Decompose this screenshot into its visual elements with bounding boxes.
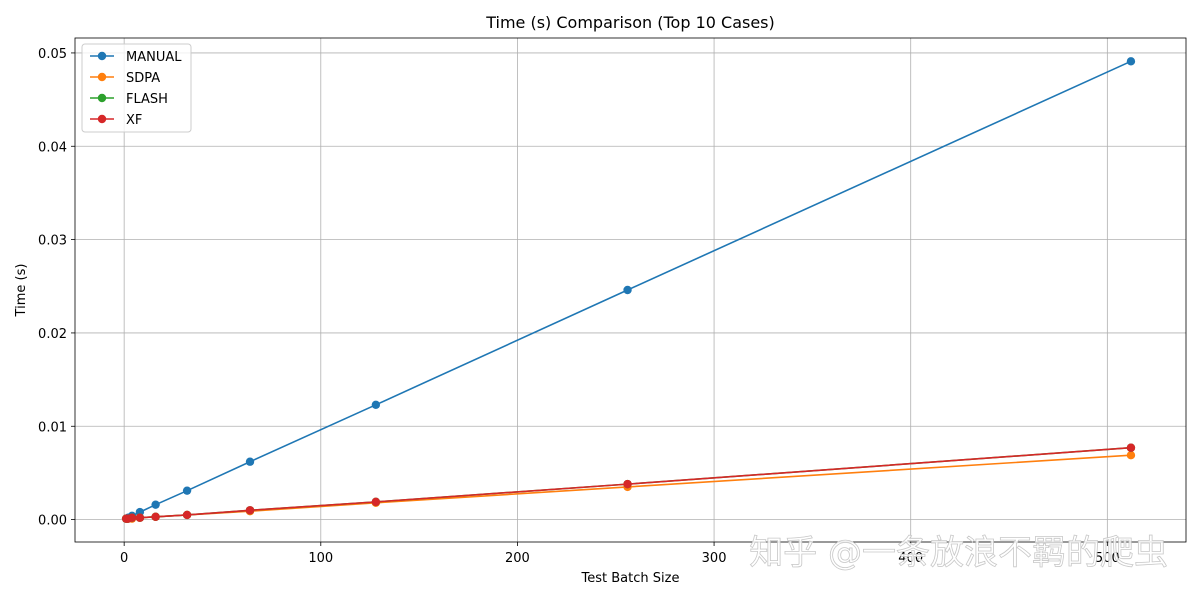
- legend-label: MANUAL: [126, 50, 182, 65]
- series-xf: [121, 443, 1136, 523]
- legend-item: FLASH: [90, 92, 168, 107]
- x-tick-label: 300: [702, 551, 727, 566]
- x-tick-label: 200: [505, 551, 530, 566]
- legend-marker: [97, 51, 107, 61]
- data-point: [623, 285, 632, 295]
- legend: MANUAL SDPA FLASH XF: [81, 43, 192, 133]
- legend-marker: [97, 72, 107, 82]
- y-tick-label: 0.00: [38, 514, 67, 529]
- legend-item: XF: [90, 113, 142, 128]
- data-point: [1126, 57, 1136, 66]
- x-tick-label: 400: [898, 551, 923, 566]
- legend-label: FLASH: [126, 92, 168, 107]
- legend-item: MANUAL: [90, 50, 182, 65]
- legend-item: SDPA: [90, 71, 160, 86]
- y-axis-label: Time (s): [14, 264, 29, 318]
- data-point: [245, 457, 255, 466]
- data-point: [371, 400, 381, 409]
- data-point: [623, 479, 632, 489]
- data-point: [127, 513, 137, 522]
- data-point: [135, 513, 145, 522]
- data-point: [151, 512, 160, 521]
- data-point: [1126, 443, 1136, 452]
- plot-frame: [74, 37, 1187, 543]
- x-tick-label: 0: [120, 551, 128, 566]
- y-tick-label: 0.04: [38, 140, 67, 155]
- y-tick-label: 0.02: [38, 327, 67, 342]
- data-point: [245, 506, 255, 515]
- y-tick-label: 0.03: [38, 234, 67, 249]
- legend-marker: [97, 93, 107, 103]
- plot-series: [121, 57, 1136, 523]
- legend-box: [81, 43, 192, 133]
- legend-label: XF: [126, 113, 142, 128]
- chart-title: Time (s) Comparison (Top 10 Cases): [485, 13, 775, 32]
- x-axis-label: Test Batch Size: [581, 571, 680, 586]
- y-tick-label: 0.05: [38, 47, 67, 62]
- axis-ticks: 0 100 200 300 400 500 0.00 0.01 0.02 0.03 0.04 0.05: [38, 47, 1120, 566]
- data-point: [182, 510, 192, 520]
- data-point: [151, 500, 160, 509]
- x-tick-label: 500: [1095, 551, 1120, 566]
- grid: [75, 38, 1186, 542]
- data-point: [371, 497, 381, 507]
- data-point: [182, 486, 192, 495]
- legend-label: SDPA: [126, 71, 160, 86]
- data-point: [1126, 451, 1136, 460]
- legend-marker: [97, 114, 107, 124]
- x-tick-label: 100: [308, 551, 333, 566]
- watermark-text: 知乎 @一条放浪不羁的爬虫: [749, 533, 1168, 573]
- y-tick-label: 0.01: [38, 420, 67, 435]
